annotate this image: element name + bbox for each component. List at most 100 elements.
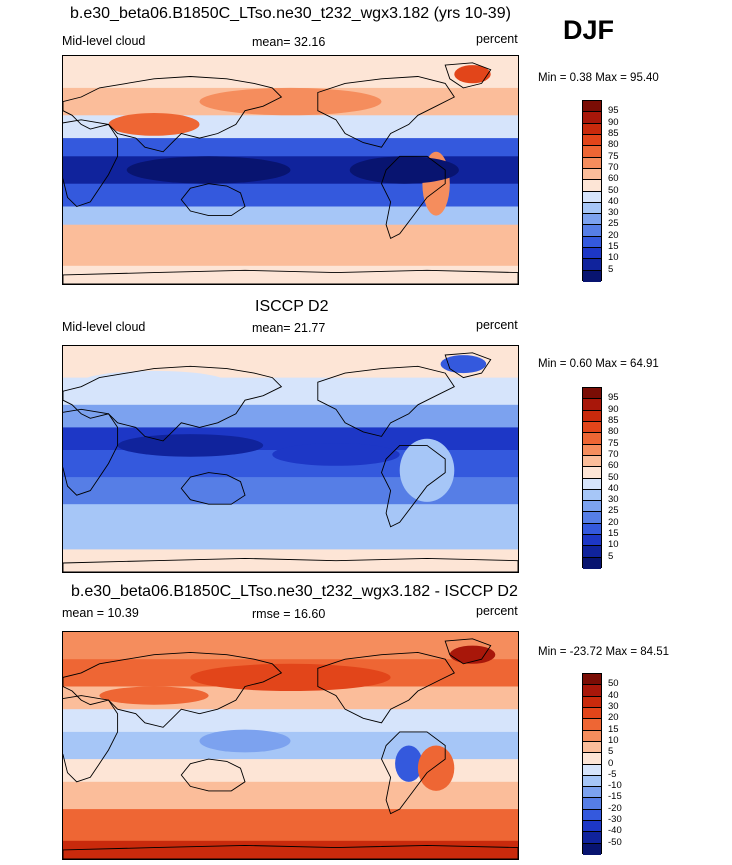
coastline (63, 408, 119, 496)
panel1-minmax: Min = 0.38 Max = 95.40 (538, 72, 659, 84)
colorbar-swatch (583, 775, 601, 788)
panel3-colorbar (582, 673, 602, 855)
colorbar-swatch (583, 764, 601, 776)
colorbar-tick-label: 60 (608, 173, 619, 185)
colorbar-swatch (583, 535, 601, 547)
colorbar-tick-label: 20 (608, 516, 619, 528)
season-label: DJF (563, 15, 615, 45)
colorbar-swatch (583, 248, 601, 260)
coastline (63, 119, 119, 208)
field-band (63, 632, 518, 661)
colorbar-tick-label: 5 (608, 263, 614, 275)
colorbar-swatch (583, 707, 601, 720)
colorbar-tick-label: 75 (608, 150, 619, 162)
panel1-title: b.e30_beta06.B1850C_LTso.ne30_t232_wgx3.… (70, 5, 511, 22)
colorbar-tick-label: -30 (608, 814, 622, 826)
colorbar-swatch (583, 180, 601, 192)
field-band (63, 138, 518, 158)
field-region (81, 370, 227, 394)
coastline (444, 352, 492, 379)
coastline (180, 183, 246, 217)
colorbar-tick-label: 30 (608, 494, 619, 506)
coastline (63, 651, 283, 728)
colorbar-swatch (583, 809, 601, 822)
panel2-title: ISCCP D2 (255, 298, 329, 315)
colorbar-tick-label: 20 (608, 229, 619, 241)
colorbar-swatch (583, 753, 601, 765)
colorbar-swatch (583, 832, 601, 844)
colorbar-tick-label: 85 (608, 414, 619, 426)
panel3-minmax: Min = -23.72 Max = 84.51 (538, 646, 670, 658)
field-region (199, 729, 291, 753)
colorbar-swatch (583, 741, 601, 754)
field-region (272, 443, 400, 466)
coastline (444, 638, 492, 665)
field-region (99, 686, 209, 705)
colorbar-swatch (583, 798, 601, 810)
field-band (63, 265, 518, 284)
field-region (454, 65, 491, 84)
colorbar-tick-label: 0 (608, 757, 614, 769)
colorbar-tick-label: 25 (608, 218, 619, 230)
colorbar-tick-label: 80 (608, 139, 619, 151)
colorbar-tick-label: 70 (608, 448, 619, 460)
field-band (63, 224, 518, 267)
field-region (199, 87, 382, 116)
field-band (63, 404, 518, 429)
coastline (180, 758, 246, 792)
coastline (63, 557, 518, 572)
panel1-colorbar (582, 100, 602, 282)
colorbar-tick-label: 75 (608, 437, 619, 449)
colorbar-tick-label: 90 (608, 403, 619, 415)
colorbar-tick-label: 25 (608, 505, 619, 517)
colorbar-tick-label: 15 (608, 723, 619, 735)
colorbar-tick-label: 10 (608, 252, 619, 264)
coastline (63, 695, 119, 783)
colorbar-swatch (583, 843, 601, 855)
colorbar-swatch (583, 696, 601, 708)
field-band (63, 549, 518, 572)
colorbar-swatch (583, 685, 601, 697)
colorbar-tick-label: 85 (608, 127, 619, 139)
colorbar-tick-label: 50 (608, 678, 619, 690)
coastline (317, 365, 455, 437)
field-region (108, 113, 200, 136)
colorbar-swatch (583, 236, 601, 249)
panel3-map (62, 631, 519, 860)
field-region (349, 156, 459, 184)
field-band (63, 504, 518, 551)
colorbar-swatch (583, 214, 601, 226)
colorbar-swatch (583, 557, 601, 569)
field-band (63, 183, 518, 208)
colorbar-swatch (583, 202, 601, 215)
map-field (63, 346, 518, 572)
coastline (63, 76, 283, 153)
map-field (63, 632, 518, 859)
panel2-variable-label: Mid-level cloud (62, 320, 146, 334)
panel1-mean-label: mean= 32.16 (252, 35, 326, 49)
colorbar-swatch (583, 478, 601, 490)
panel2-colorbar (582, 387, 602, 569)
coastline (63, 365, 283, 442)
coastline (63, 269, 518, 284)
colorbar-tick-label: -10 (608, 780, 622, 792)
colorbar-swatch (583, 101, 601, 113)
colorbar-swatch (583, 388, 601, 400)
colorbar-swatch (583, 512, 601, 524)
coastline (317, 651, 455, 724)
colorbar-tick-label: -15 (608, 791, 622, 803)
colorbar-swatch (583, 157, 601, 169)
colorbar-tick-label: 30 (608, 700, 619, 712)
colorbar-tick-label: 30 (608, 207, 619, 219)
colorbar-swatch (583, 489, 601, 502)
coastline (444, 62, 492, 89)
panel2-units-label: percent (476, 318, 518, 332)
field-band (63, 206, 518, 226)
colorbar-tick-label: 50 (608, 184, 619, 196)
panel3-units-label: percent (476, 604, 518, 618)
colorbar-swatch (583, 225, 601, 237)
panel3-mean-label: mean = 10.39 (62, 606, 139, 620)
field-band (63, 781, 518, 810)
colorbar-swatch (583, 168, 601, 181)
colorbar-swatch (583, 410, 601, 422)
